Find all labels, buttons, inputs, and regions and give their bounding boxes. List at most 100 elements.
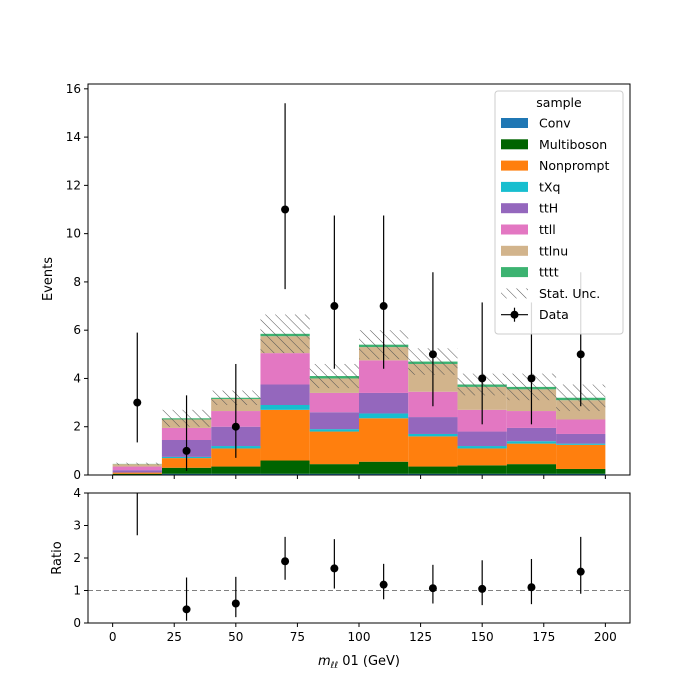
- legend-swatch-tth: [501, 203, 528, 214]
- bar-tth-bin-6: [408, 417, 458, 434]
- main-x-ticks: [112, 475, 606, 479]
- legend-swatch-data-marker: [510, 310, 519, 319]
- bar-ttll-bin-0: [112, 466, 162, 471]
- main-y-tick-label-2: 2: [73, 420, 81, 434]
- data-points: [133, 103, 585, 471]
- bar-nonprompt-bin-8: [506, 443, 557, 465]
- legend-label-data: Data: [539, 307, 569, 322]
- main-y-tick-label-0: 0: [73, 468, 81, 482]
- bar-txq-bin-5: [359, 413, 409, 419]
- ratio-y-tick-label-2: 2: [73, 551, 81, 565]
- bar-ttll-bin-3: [260, 353, 310, 385]
- legend-swatch-txq: [501, 181, 528, 192]
- legend-label-nonprompt: Nonprompt: [539, 158, 609, 173]
- legend-swatch-conv: [501, 118, 528, 128]
- bar-multiboson-bin-8: [506, 464, 557, 474]
- bar-nonprompt-bin-3: [260, 409, 310, 461]
- ratio-x-ticks: 0 25 50 75 100 125 150 175 200: [109, 623, 617, 644]
- bar-conv-bin-2: [211, 473, 261, 475]
- ratio-point-3: [281, 557, 290, 566]
- bar-multiboson-bin-4: [309, 464, 359, 474]
- bar-multiboson-bin-0: [112, 473, 162, 475]
- legend-label-ttlnu: ttlnu: [539, 243, 568, 258]
- bar-txq-bin-9: [556, 443, 606, 445]
- bar-conv-bin-6: [408, 473, 458, 475]
- legend-label-stat-unc: Stat. Unc.: [539, 286, 600, 301]
- bar-multiboson-bin-2: [211, 466, 261, 474]
- legend-swatch-nonprompt: [501, 160, 528, 171]
- bar-conv-bin-1: [161, 473, 212, 475]
- bar-nonprompt-bin-6: [408, 436, 458, 467]
- main-y-tick-label-12: 12: [66, 178, 81, 192]
- main-panel: 0 2 4 6 8 10 12 14 16 Events: [41, 82, 631, 482]
- data-point-0: [133, 398, 142, 407]
- legend-swatch-ttlnu: [501, 245, 528, 256]
- x-axis-label: mℓℓ 01 (GeV): [318, 654, 400, 671]
- bar-ttlnu-bin-0: [112, 464, 162, 467]
- bar-txq-bin-3: [260, 405, 310, 410]
- ratio-y-axis-label: Ratio: [50, 541, 65, 574]
- bar-conv-bin-5: [359, 473, 409, 475]
- bar-conv-bin-4: [309, 473, 359, 475]
- bar-tth-bin-9: [556, 433, 606, 444]
- legend: sample Conv Multiboson Nonprompt tXq ttH ttll t…: [494, 90, 624, 335]
- bar-conv-bin-9: [556, 473, 606, 475]
- ratio-point-7: [478, 584, 487, 593]
- bar-nonprompt-bin-5: [359, 418, 409, 462]
- bar-conv-bin-7: [457, 473, 507, 475]
- stat-unc-band-bin-0: [112, 462, 162, 466]
- ratio-point-5: [379, 580, 388, 589]
- legend-swatch-ttll: [501, 224, 528, 235]
- main-y-tick-label-10: 10: [66, 227, 81, 241]
- legend-title: sample: [536, 95, 582, 110]
- ratio-point-6: [428, 584, 437, 593]
- bar-tth-bin-3: [260, 384, 310, 406]
- bar-nonprompt-bin-0: [112, 472, 162, 474]
- data-point-7: [478, 374, 487, 383]
- x-tick-label-0: 0: [109, 630, 117, 644]
- ratio-point-4: [330, 564, 339, 573]
- main-y-tick-label-6: 6: [73, 323, 81, 337]
- ratio-axes-frame: [87, 492, 631, 624]
- ratio-y-tick-label-4: 4: [73, 486, 81, 500]
- bar-txq-bin-7: [457, 446, 507, 449]
- ratio-panel: 0 25 50 75 100 125 150 175 200 0 1 2 3 4 Ratio: [50, 486, 631, 644]
- bar-multiboson-bin-5: [359, 461, 409, 474]
- bar-tth-bin-5: [359, 392, 409, 414]
- bar-txq-bin-6: [408, 433, 458, 437]
- x-tick-label-100: 100: [348, 630, 371, 644]
- x-axis-label-suffix: 01 (GeV): [338, 654, 400, 669]
- ratio-y-tick-label-1: 1: [73, 584, 81, 598]
- bar-tth-bin-0: [112, 470, 162, 473]
- data-point-9: [576, 350, 585, 359]
- data-point-8: [527, 374, 536, 383]
- bar-ttll-bin-9: [556, 419, 606, 434]
- ratio-y-tick-label-3: 3: [73, 519, 81, 533]
- legend-label-ttll: ttll: [539, 222, 556, 237]
- ratio-point-2: [231, 599, 240, 608]
- ratio-points: [136, 493, 585, 621]
- x-tick-label-25: 25: [167, 630, 182, 644]
- ratio-y-ticks: 0 1 2 3 4: [73, 486, 88, 630]
- legend-label-multiboson: Multiboson: [539, 137, 607, 152]
- stat-unc-band-bin-3: [260, 314, 310, 354]
- bar-ttll-bin-4: [309, 392, 359, 413]
- bar-tth-bin-7: [457, 431, 507, 447]
- x-tick-label-50: 50: [228, 630, 243, 644]
- main-y-ticks: 0 2 4 6 8 10 12 14 16: [66, 82, 88, 482]
- data-point-5: [379, 302, 388, 311]
- legend-swatch-multiboson: [501, 139, 528, 150]
- data-point-6: [428, 350, 437, 359]
- bar-tth-bin-8: [506, 427, 557, 442]
- x-tick-label-200: 200: [594, 630, 617, 644]
- legend-label-tttt: tttt: [539, 265, 559, 280]
- bar-conv-bin-8: [506, 473, 557, 475]
- bar-nonprompt-bin-7: [457, 448, 507, 466]
- bar-multiboson-bin-6: [408, 466, 458, 474]
- main-y-tick-label-16: 16: [66, 82, 81, 96]
- legend-label-conv: Conv: [539, 116, 571, 131]
- bar-nonprompt-bin-9: [556, 444, 606, 469]
- x-axis-label-symbol: m: [318, 654, 331, 669]
- x-tick-label-75: 75: [290, 630, 305, 644]
